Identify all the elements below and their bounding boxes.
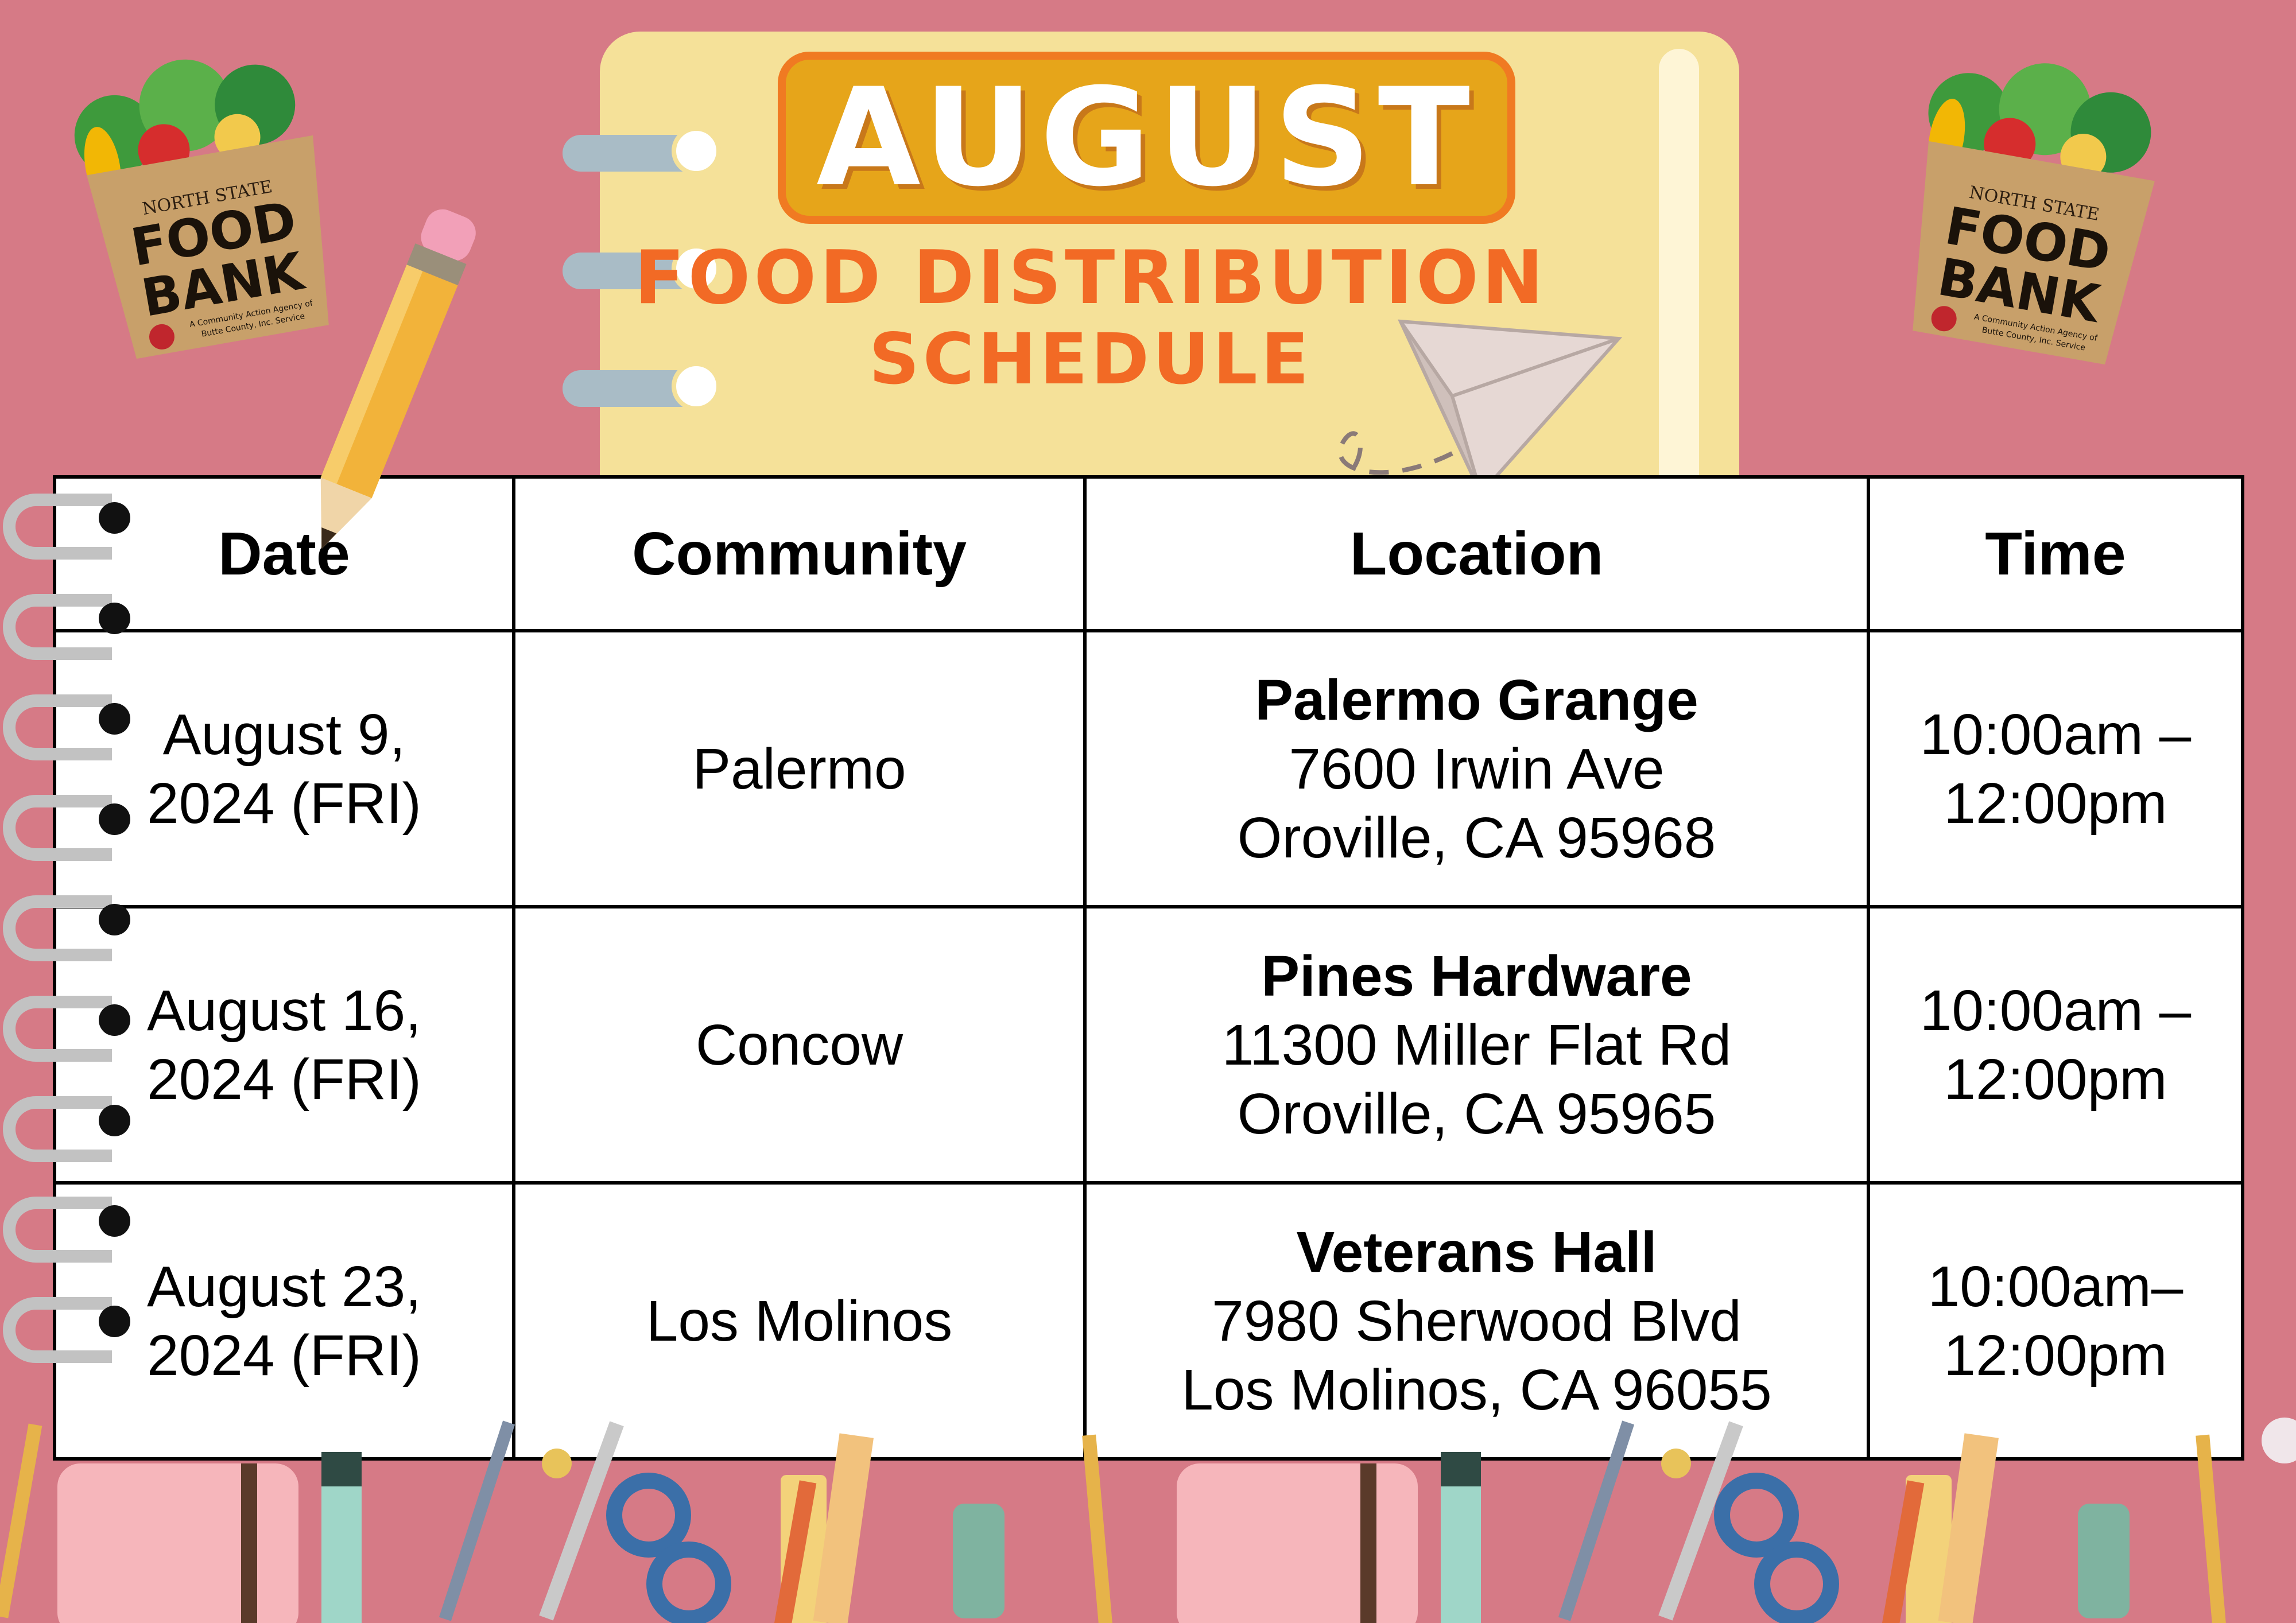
date-line1: August 16,	[146, 978, 422, 1043]
pencil-icon	[320, 209, 476, 549]
binding-hole	[99, 904, 130, 935]
paper-plane-icon	[1222, 319, 1623, 515]
schedule-table: Date Community Location Time August 9, 2…	[53, 475, 2244, 1461]
spiral-coil	[3, 694, 112, 760]
date-line1: August 23,	[146, 1254, 422, 1319]
time-line1: 10:00am –	[1919, 978, 2192, 1043]
table-header-row: Date Community Location Time	[53, 475, 2244, 632]
location-name: Veterans Hall	[1296, 1220, 1657, 1284]
date-line2: 2024 (FRI)	[147, 1047, 421, 1112]
school-supplies-decoration	[0, 1418, 2296, 1623]
food-bank-bag-logo: NORTH STATE FOOD BANK A Community Action…	[1913, 63, 2155, 365]
spiral-coil	[3, 1096, 112, 1162]
location-name: Pines Hardware	[1261, 943, 1692, 1008]
column-header-community: Community	[512, 475, 1087, 632]
location-cell: Pines Hardware 11300 Miller Flat Rd Orov…	[1083, 905, 1870, 1185]
address-line2: Los Molinos, CA 96055	[1181, 1357, 1772, 1422]
ring-hole	[672, 244, 721, 293]
month-title: AUGUST	[816, 59, 1477, 216]
spiral-coil	[3, 594, 112, 660]
date-line2: 2024 (FRI)	[147, 771, 421, 836]
binding-hole	[99, 1205, 130, 1237]
time-line2: 12:00pm	[1944, 1047, 2167, 1112]
binding-hole	[99, 1306, 130, 1337]
date-line2: 2024 (FRI)	[147, 1323, 421, 1388]
address-line1: 11300 Miller Flat Rd	[1221, 1012, 1732, 1077]
date-cell: August 9, 2024 (FRI)	[53, 629, 515, 908]
binding-hole	[99, 502, 130, 534]
binding-hole	[99, 603, 130, 634]
spiral-coil	[3, 1297, 112, 1363]
column-header-time: Time	[1867, 475, 2244, 632]
time-cell: 10:00am – 12:00pm	[1867, 629, 2244, 908]
time-cell: 10:00am– 12:00pm	[1867, 1181, 2244, 1461]
ring-hole	[672, 126, 721, 176]
address-line1: 7980 Sherwood Blvd	[1212, 1288, 1742, 1353]
date-line1: August 9,	[162, 702, 406, 767]
date-cell: August 16, 2024 (FRI)	[53, 905, 515, 1185]
page-curl	[1659, 49, 1699, 548]
spiral-coil	[3, 996, 112, 1062]
address-line2: Oroville, CA 95965	[1237, 1081, 1716, 1146]
location-cell: Veterans Hall 7980 Sherwood Blvd Los Mol…	[1083, 1181, 1870, 1461]
column-header-date: Date	[53, 475, 515, 632]
food-bank-bag-logo: NORTH STATE FOOD BANK A Community Action…	[74, 59, 329, 359]
location-cell: Palermo Grange 7600 Irwin Ave Oroville, …	[1083, 629, 1870, 908]
spiral-coil	[3, 795, 112, 861]
community-cell: Concow	[512, 905, 1087, 1185]
subtitle-line2: SCHEDULE	[868, 319, 1313, 400]
community-cell: Palermo	[512, 629, 1087, 908]
binding-hole	[99, 803, 130, 835]
location-name: Palermo Grange	[1255, 667, 1698, 732]
table-row: August 9, 2024 (FRI) Palermo Palermo Gra…	[53, 629, 2244, 908]
ring-hole	[672, 362, 721, 411]
community-cell: Los Molinos	[512, 1181, 1087, 1461]
time-line2: 12:00pm	[1944, 771, 2167, 836]
binding-hole	[99, 1004, 130, 1036]
spiral-coil	[3, 1197, 112, 1263]
address-line2: Oroville, CA 95968	[1237, 805, 1716, 870]
subtitle-line1: FOOD DISTRIBUTION	[634, 235, 1547, 321]
address-line1: 7600 Irwin Ave	[1289, 736, 1665, 801]
time-line2: 12:00pm	[1944, 1323, 2167, 1388]
spiral-coil	[3, 895, 112, 961]
month-banner: AUGUST	[778, 52, 1515, 224]
time-cell: 10:00am – 12:00pm	[1867, 905, 2244, 1185]
table-row: August 16, 2024 (FRI) Concow Pines Hardw…	[53, 905, 2244, 1185]
spiral-coil	[3, 494, 112, 560]
column-header-location: Location	[1083, 475, 1870, 632]
binding-hole	[99, 703, 130, 735]
time-line1: 10:00am–	[1927, 1254, 2183, 1319]
binding-hole	[99, 1105, 130, 1136]
time-line1: 10:00am –	[1919, 702, 2192, 767]
table-row: August 23, 2024 (FRI) Los Molinos Vetera…	[53, 1181, 2244, 1461]
